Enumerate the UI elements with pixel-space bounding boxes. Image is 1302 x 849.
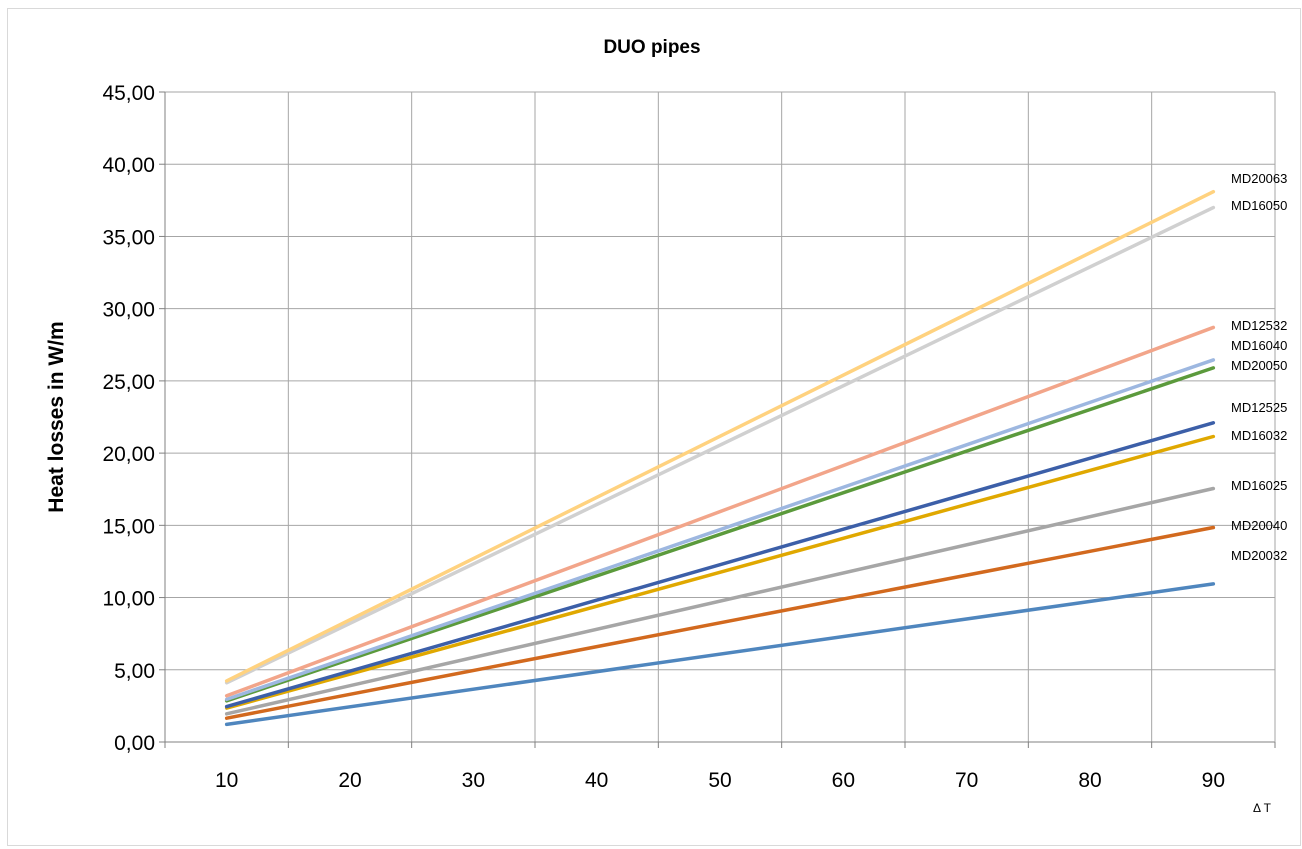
y-tick-label: 35,00 [102, 226, 155, 249]
y-tick-label: 5,00 [114, 660, 155, 683]
series-line-md16025 [224, 486, 1216, 716]
series-line-md20032 [224, 582, 1216, 727]
gridlines [165, 91, 1275, 743]
series-line-md16032 [224, 434, 1216, 710]
x-axis-title: Δ T [1253, 801, 1272, 815]
x-tick-label: 60 [832, 769, 855, 792]
y-tick-label: 25,00 [102, 371, 155, 394]
y-tick-label: 10,00 [102, 588, 155, 611]
x-tick-label: 40 [585, 769, 608, 792]
series-label-md20040: MD20040 [1231, 518, 1287, 533]
series-label-md20032: MD20032 [1231, 548, 1287, 563]
labels: MD20063 MD16050 MD12532 MD16040 MD20050 MD125… [1231, 171, 1287, 563]
series-line-md12525 [224, 421, 1216, 709]
series-label-md12525: MD12525 [1231, 400, 1287, 415]
x-tick-label: 90 [1202, 769, 1225, 792]
series-line-md20050 [224, 366, 1216, 703]
series-label-md20063: MD20063 [1231, 171, 1287, 186]
x-tick-label: 50 [708, 769, 731, 792]
y-tick-label: 45,00 [102, 82, 155, 105]
axes: 0,00 5,00 10,00 15,00 20,00 25,00 30,00 35,00 40… [102, 82, 1276, 792]
x-tick-label: 70 [955, 769, 978, 792]
series-line-md20063 [224, 189, 1216, 683]
x-tick-label: 20 [338, 769, 361, 792]
chart-area [7, 8, 1301, 846]
y-tick-label: 40,00 [102, 154, 155, 177]
y-tick-label: 0,00 [114, 732, 155, 755]
series-label-md12532: MD12532 [1231, 318, 1287, 333]
y-tick-label: 15,00 [102, 515, 155, 538]
series-line-md20040 [224, 525, 1216, 720]
series-line-md16050 [224, 205, 1216, 685]
series-line-md16040 [224, 358, 1216, 702]
series-label-md16032: MD16032 [1231, 428, 1287, 443]
series-label-md16025: MD16025 [1231, 478, 1287, 493]
series-line-md12532 [224, 325, 1216, 698]
x-tick-label: 80 [1078, 769, 1101, 792]
y-tick-label: 20,00 [102, 443, 155, 466]
chart-title: DUO pipes [603, 37, 700, 58]
x-tick-label: 30 [462, 769, 485, 792]
series-label-md20050: MD20050 [1231, 358, 1287, 373]
series-lines [224, 189, 1216, 727]
series-label-md16040: MD16040 [1231, 338, 1287, 353]
series-label-md16050: MD16050 [1231, 198, 1287, 213]
y-axis-title: Heat losses in W/m [45, 321, 68, 512]
x-tick-label: 10 [215, 769, 238, 792]
y-tick-label: 30,00 [102, 299, 155, 322]
